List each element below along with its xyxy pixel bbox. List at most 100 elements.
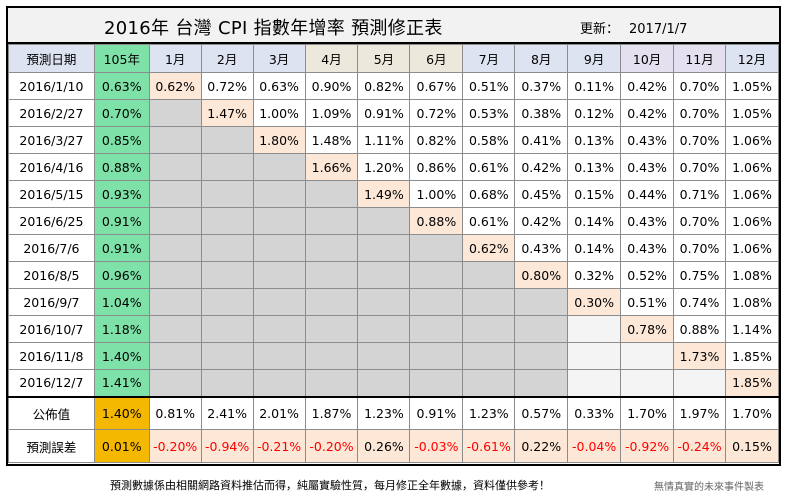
month-forecast-cell [200,153,254,181]
error-value-cell: -0.20% [304,429,359,463]
month-forecast-cell: 0.62% [462,234,516,262]
month-forecast-cell: 0.53% [462,99,516,127]
month-forecast-cell: 0.15% [567,180,622,208]
month-forecast-cell: 0.32% [567,261,622,289]
error-value-cell: -0.20% [148,429,202,463]
published-label: 公佈值 [8,395,95,430]
month-forecast-cell: 0.51% [462,72,516,100]
header-month: 2月 [200,44,254,73]
month-forecast-cell [620,342,675,370]
month-forecast-cell: 1.85% [724,369,780,397]
month-forecast-cell: 1.09% [304,99,359,127]
month-forecast-cell [148,207,202,235]
month-forecast-cell: 1.06% [724,207,780,235]
header-month: 4月 [304,44,359,73]
month-forecast-cell: 0.41% [514,126,569,154]
cpi-forecast-table: 預測日期 105年 1月 2月 3月 4月 5月 6月 7月 8月 9月 10月 11月 12月 2016/… [8,44,780,463]
month-forecast-cell [148,126,202,154]
header-row: 預測日期 105年 1月 2月 3月 4月 5月 6月 7月 8月 9月 10月 11月 12月 [8,44,780,73]
month-forecast-cell: 0.88% [673,315,726,343]
annual-forecast-cell: 0.88% [93,153,150,181]
published-value-cell: 1.87% [304,395,359,430]
month-forecast-cell [514,315,569,343]
month-forecast-cell [462,369,516,397]
month-forecast-cell: 1.08% [724,261,780,289]
month-forecast-cell [357,315,411,343]
published-value-cell: 1.70% [620,395,675,430]
annual-forecast-cell: 1.41% [93,369,150,397]
month-forecast-cell: 1.05% [724,99,780,127]
month-forecast-cell [200,126,254,154]
month-forecast-cell: 1.47% [200,99,254,127]
month-forecast-cell: 0.75% [673,261,726,289]
annual-forecast-cell: 1.40% [93,342,150,370]
annual-forecast-cell: 0.93% [93,180,150,208]
month-forecast-cell: 0.90% [304,72,359,100]
month-forecast-cell: 1.06% [724,153,780,181]
header-month: 1月 [148,44,202,73]
footer: 預測數據係由相關網路資料推估而得，純屬實驗性質，每月修正全年數據，資料僅供參考！… [0,475,787,495]
month-forecast-cell: 0.45% [514,180,569,208]
month-forecast-cell [200,234,254,262]
month-forecast-cell [200,315,254,343]
month-forecast-cell [200,342,254,370]
published-row: 公佈值 1.40% 0.81% 2.41% 2.01% 1.87% 1.23% 0.91% 1.… [8,395,780,430]
error-value-cell: -0.92% [620,429,675,463]
header-month: 12月 [724,44,780,73]
month-forecast-cell [304,180,359,208]
month-forecast-cell [409,342,464,370]
month-forecast-cell: 0.43% [514,234,569,262]
forecast-date-cell: 2016/8/5 [8,261,95,289]
month-forecast-cell [357,234,411,262]
updated-info: 更新： 2017/1/7 [580,18,687,37]
month-forecast-cell: 0.30% [567,288,622,316]
page-title: 2016年 台灣 CPI 指數年增率 預測修正表 [104,18,443,39]
month-forecast-cell [148,315,202,343]
title-bar: 2016年 台灣 CPI 指數年增率 預測修正表 更新： 2017/1/7 [8,8,779,44]
month-forecast-cell: 0.78% [620,315,675,343]
month-forecast-cell: 0.38% [514,99,569,127]
error-value-cell: 0.15% [724,429,780,463]
table-row: 2016/12/7 1.41% 1.85% [8,369,780,397]
month-forecast-cell: 1.14% [724,315,780,343]
table-row: 2016/3/27 0.85% 1.80% 1.48% 1.11% 0.82% 0.58% 0… [8,126,780,154]
month-forecast-cell [200,288,254,316]
updated-date: 2017/1/7 [629,22,688,37]
month-forecast-cell [252,315,306,343]
forecast-date-cell: 2016/2/27 [8,99,95,127]
month-forecast-cell [252,153,306,181]
annual-forecast-cell: 0.91% [93,234,150,262]
published-value-cell: 0.91% [409,395,464,430]
month-forecast-cell: 0.42% [620,72,675,100]
published-value-cell: 1.97% [673,395,726,430]
header-month: 5月 [357,44,411,73]
month-forecast-cell: 0.61% [462,153,516,181]
published-value-cell: 1.23% [462,395,516,430]
month-forecast-cell: 0.71% [673,180,726,208]
month-forecast-cell: 0.52% [620,261,675,289]
month-forecast-cell: 0.42% [514,153,569,181]
month-forecast-cell [357,342,411,370]
month-forecast-cell: 0.70% [673,234,726,262]
month-forecast-cell: 0.12% [567,99,622,127]
published-value-cell: 0.81% [148,395,202,430]
forecast-table-frame: 2016年 台灣 CPI 指數年增率 預測修正表 更新： 2017/1/7 預測日… [6,6,781,466]
month-forecast-cell [462,261,516,289]
forecast-date-cell: 2016/11/8 [8,342,95,370]
month-forecast-cell [148,369,202,397]
table-row: 2016/7/6 0.91% 0.62% 0.43% 0.14% 0.43% 0.70% 1.… [8,234,780,262]
month-forecast-cell [673,369,726,397]
error-value-cell: -0.04% [567,429,622,463]
published-value-cell: 0.33% [567,395,622,430]
month-forecast-cell [252,207,306,235]
month-forecast-cell: 0.88% [409,207,464,235]
month-forecast-cell: 0.13% [567,153,622,181]
month-forecast-cell: 0.91% [357,99,411,127]
month-forecast-cell [514,342,569,370]
published-value-cell: 0.57% [514,395,569,430]
month-forecast-cell: 0.51% [620,288,675,316]
annual-forecast-cell: 1.18% [93,315,150,343]
month-forecast-cell [304,315,359,343]
published-value-cell: 2.01% [252,395,306,430]
table-row: 2016/10/7 1.18% 0.78% 0.88% 1.14% [8,315,780,343]
